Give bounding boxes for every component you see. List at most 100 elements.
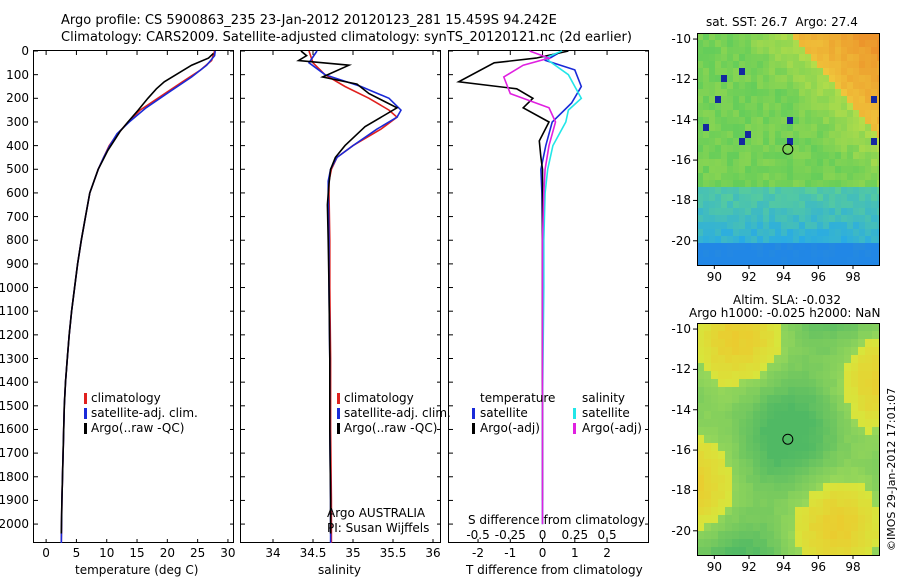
map-cell [853, 222, 859, 229]
map-cell [775, 243, 781, 250]
map-cell [732, 515, 739, 523]
map-cell [793, 47, 799, 54]
map-cell [711, 507, 718, 515]
map-cell [697, 491, 704, 499]
map-cell [802, 355, 809, 363]
map-cell [739, 82, 745, 89]
map-cell [816, 475, 823, 483]
map-cell [841, 54, 847, 61]
depth-tick-label: 0 [21, 44, 29, 58]
map-cell [837, 427, 844, 435]
sla-map-title-line2: Argo h1000: -0.025 h2000: NaN [689, 306, 881, 320]
map-cell [877, 131, 879, 138]
map-cell [871, 124, 877, 131]
map-cell [872, 411, 879, 419]
map-cell [775, 131, 781, 138]
map-cell [847, 173, 853, 180]
map-cell [823, 96, 829, 103]
map-cell [763, 138, 769, 145]
map-cell [811, 75, 817, 82]
map-cell [781, 459, 788, 467]
map-cell [711, 323, 718, 331]
map-cell [733, 180, 739, 187]
map-cell [733, 124, 739, 131]
map-cell [769, 257, 775, 264]
map-cell [781, 443, 788, 451]
map-cell [697, 483, 704, 491]
map-cell [732, 403, 739, 411]
map-cell [837, 547, 844, 555]
map-cell [697, 435, 704, 443]
map-cell [802, 347, 809, 355]
map-cell [746, 475, 753, 483]
map-cell [781, 243, 787, 250]
map-cell [805, 257, 811, 264]
map-cell [817, 47, 823, 54]
map-cell [805, 96, 811, 103]
map-cell [847, 180, 853, 187]
map-cell [697, 395, 704, 403]
map-cell [811, 236, 817, 243]
map-cell [775, 201, 781, 208]
depth-tick-label: 1600 [0, 422, 29, 437]
map-cell [757, 96, 763, 103]
map-cell [805, 187, 811, 194]
map-cell [877, 117, 879, 124]
map-cell [859, 243, 865, 250]
map-cell [871, 138, 877, 145]
map-cell [795, 451, 802, 459]
map-cell [769, 61, 775, 68]
map-cell [865, 110, 871, 117]
map-cell [697, 96, 703, 103]
map-cell [859, 257, 865, 264]
map-cell [865, 395, 872, 403]
map-cell [732, 347, 739, 355]
map-cell [829, 82, 835, 89]
legend-sal-satellite: satellite [582, 406, 630, 420]
map-cell [739, 427, 746, 435]
map-cell [721, 138, 727, 145]
map-cell [733, 187, 739, 194]
map-cell [739, 257, 745, 264]
map-cell [830, 331, 837, 339]
map-cell [704, 515, 711, 523]
map-cell [757, 124, 763, 131]
map-cell [865, 411, 872, 419]
map-cell [781, 339, 788, 347]
map-cell [802, 387, 809, 395]
map-cell [711, 451, 718, 459]
map-cell [704, 411, 711, 419]
map-cell [745, 33, 751, 40]
map-cell [746, 459, 753, 467]
map-cell [745, 208, 751, 215]
map-cell [844, 427, 851, 435]
map-cell [697, 323, 704, 331]
map-cell [865, 187, 871, 194]
map-cell [830, 355, 837, 363]
map-cell [774, 379, 781, 387]
map-cell [816, 403, 823, 411]
map-cell [871, 257, 877, 264]
map-cell [745, 103, 751, 110]
map-cell [844, 531, 851, 539]
map-cell [745, 96, 751, 103]
map-cell [774, 411, 781, 419]
map-cell [697, 173, 703, 180]
map-cell [805, 152, 811, 159]
map-cell [816, 515, 823, 523]
map-cell [704, 339, 711, 347]
map-cell [829, 75, 835, 82]
map-cell [774, 547, 781, 555]
map-cell [775, 180, 781, 187]
map-cell [757, 229, 763, 236]
map-cell [709, 33, 715, 40]
map-cell [829, 54, 835, 61]
map-cell [865, 427, 872, 435]
map-cell [725, 499, 732, 507]
map-cell [739, 443, 746, 451]
map-cell [823, 499, 830, 507]
map-cell [711, 499, 718, 507]
depth-tick-label: 1100 [0, 304, 29, 319]
map-cell [787, 166, 793, 173]
map-cell [835, 159, 841, 166]
